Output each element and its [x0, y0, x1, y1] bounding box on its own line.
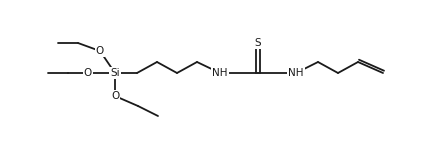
Text: O: O [96, 46, 104, 56]
Text: NH: NH [288, 68, 304, 78]
Text: Si: Si [110, 68, 120, 78]
Text: S: S [255, 38, 261, 48]
Text: O: O [111, 91, 119, 101]
Text: NH: NH [212, 68, 228, 78]
Text: O: O [84, 68, 92, 78]
